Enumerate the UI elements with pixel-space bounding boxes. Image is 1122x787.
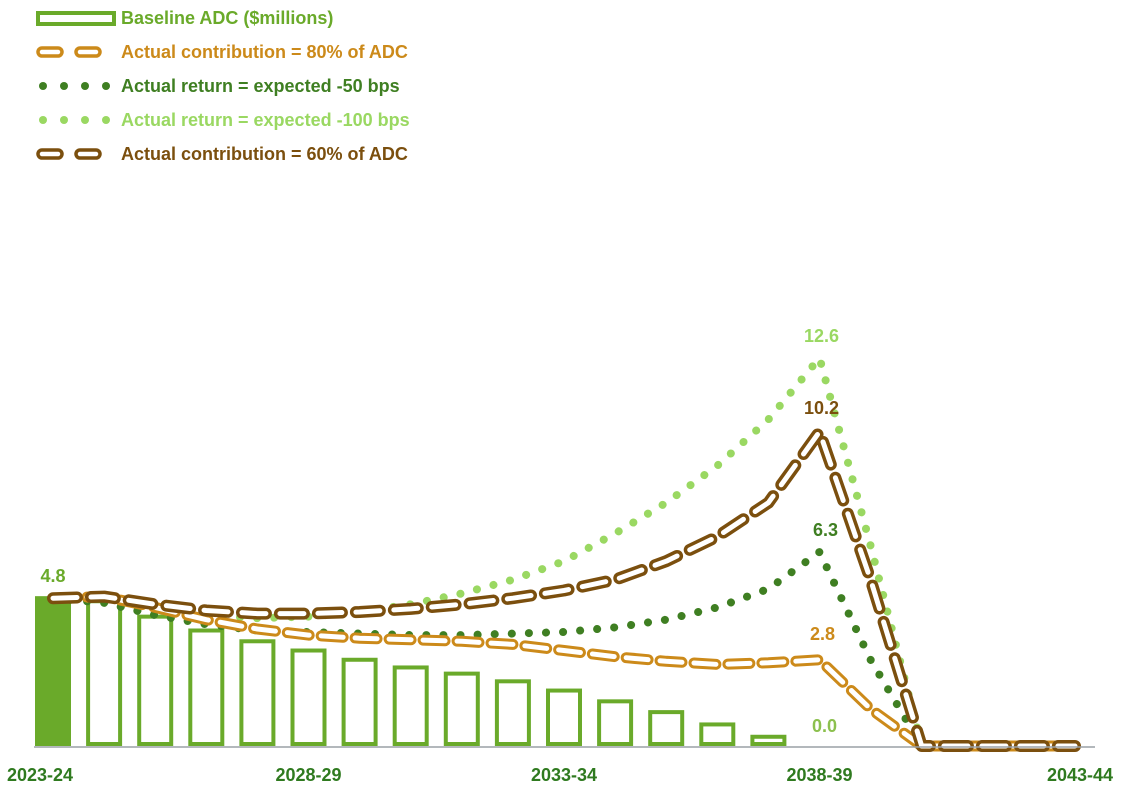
legend-item-contrib60: Actual contribution = 60% of ADC: [36, 144, 408, 164]
legend: Baseline ADC ($millions) Actual contribut…: [36, 8, 410, 164]
bar-2026-27: [188, 628, 225, 746]
data-label-baseline-2023-24: 4.8: [40, 566, 65, 586]
legend-label-return100: Actual return = expected -100 bps: [121, 110, 410, 130]
bar-2029-30: [341, 657, 378, 747]
bar-2024-25: [86, 599, 123, 746]
lines-layer: [47, 353, 1081, 752]
series-line-inner-contrib60: [50, 429, 1078, 749]
data-label-contrib80-2038-39: 2.8: [810, 624, 835, 644]
x-tick-label: 2043-44: [1047, 765, 1113, 785]
bar-2033-34: [546, 688, 582, 746]
legend-item-return100: Actual return = expected -100 bps: [39, 110, 410, 130]
bar-2035-36: [648, 710, 685, 746]
bar-2032-33: [494, 679, 531, 747]
data-label-return50-2038-39: 6.3: [813, 520, 838, 540]
legend-item-return50: Actual return = expected -50 bps: [39, 76, 400, 96]
series-line-return100: [49, 353, 1079, 750]
bar-2031-32: [443, 671, 480, 746]
x-tick-label: 2028-29: [275, 765, 341, 785]
data-label-contrib60-2038-39: 10.2: [804, 398, 839, 418]
bar-2027-28: [239, 639, 276, 747]
x-tick-label: 2033-34: [531, 765, 597, 785]
legend-item-contrib80: Actual contribution = 80% of ADC: [36, 42, 408, 62]
data-labels: 4.8 0.0 2.8 6.3 12.6 10.2: [40, 326, 839, 736]
bar-2037-38: [750, 734, 787, 747]
legend-swatch-return100: [39, 116, 110, 124]
data-label-return100-2038-39: 12.6: [804, 326, 839, 346]
x-tick-label: 2023-24: [7, 765, 73, 785]
legend-item-baseline: Baseline ADC ($millions): [36, 8, 333, 28]
legend-swatch-baseline: [36, 11, 116, 26]
bars-layer: [35, 596, 787, 747]
x-tick-label: 2038-39: [786, 765, 852, 785]
legend-label-return50: Actual return = expected -50 bps: [121, 76, 400, 96]
bar-2025-26: [137, 614, 174, 747]
legend-swatch-contrib60: [36, 148, 102, 160]
bar-2023-24: [35, 596, 71, 746]
bar-2030-31: [392, 665, 429, 747]
data-label-baseline-2038-39: 0.0: [812, 716, 837, 736]
bar-2034-35: [597, 699, 634, 747]
legend-label-contrib60: Actual contribution = 60% of ADC: [121, 144, 408, 164]
bar-2028-29: [290, 648, 327, 747]
legend-label-contrib80: Actual contribution = 80% of ADC: [121, 42, 408, 62]
x-tick-labels: 2023-24 2028-29 2033-34 2038-39 2043-44: [7, 765, 1113, 785]
legend-swatch-contrib80: [36, 46, 102, 58]
legend-swatch-return50: [39, 82, 110, 90]
legend-label-baseline: Baseline ADC ($millions): [121, 8, 333, 28]
series-line-inner-contrib80: [50, 594, 1078, 749]
bar-2036-37: [699, 722, 736, 747]
